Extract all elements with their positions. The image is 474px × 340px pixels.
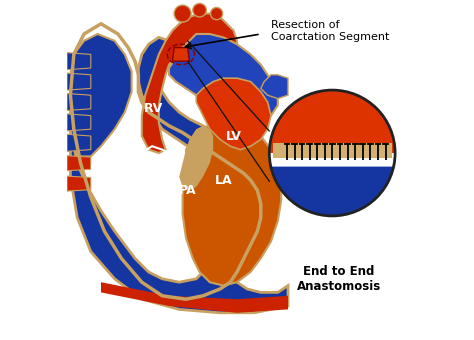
Polygon shape [67, 134, 91, 151]
Polygon shape [269, 90, 395, 153]
Circle shape [210, 7, 223, 20]
Polygon shape [71, 37, 288, 313]
Polygon shape [179, 126, 213, 190]
Text: Resection of
Coarctation Segment: Resection of Coarctation Segment [271, 20, 389, 42]
Polygon shape [142, 14, 237, 153]
Polygon shape [173, 48, 190, 61]
Polygon shape [196, 78, 271, 150]
Circle shape [193, 3, 206, 17]
Circle shape [269, 90, 395, 216]
Polygon shape [273, 143, 392, 158]
Polygon shape [101, 282, 288, 313]
Polygon shape [67, 94, 91, 111]
Polygon shape [71, 34, 132, 156]
Polygon shape [67, 176, 91, 191]
Polygon shape [269, 153, 395, 216]
Polygon shape [67, 156, 91, 171]
Polygon shape [67, 73, 91, 90]
Polygon shape [67, 53, 91, 70]
Text: AO: AO [147, 177, 167, 190]
Polygon shape [261, 75, 288, 99]
Text: RV: RV [144, 102, 164, 115]
Text: End to End
Anastomosis: End to End Anastomosis [297, 265, 381, 293]
Polygon shape [182, 119, 281, 286]
Text: LA: LA [215, 174, 232, 187]
Text: PA: PA [179, 184, 197, 197]
Text: LV: LV [226, 130, 242, 142]
Circle shape [174, 5, 191, 22]
Polygon shape [169, 34, 278, 126]
Polygon shape [270, 91, 394, 153]
Text: RA: RA [90, 164, 109, 176]
Polygon shape [67, 114, 91, 131]
